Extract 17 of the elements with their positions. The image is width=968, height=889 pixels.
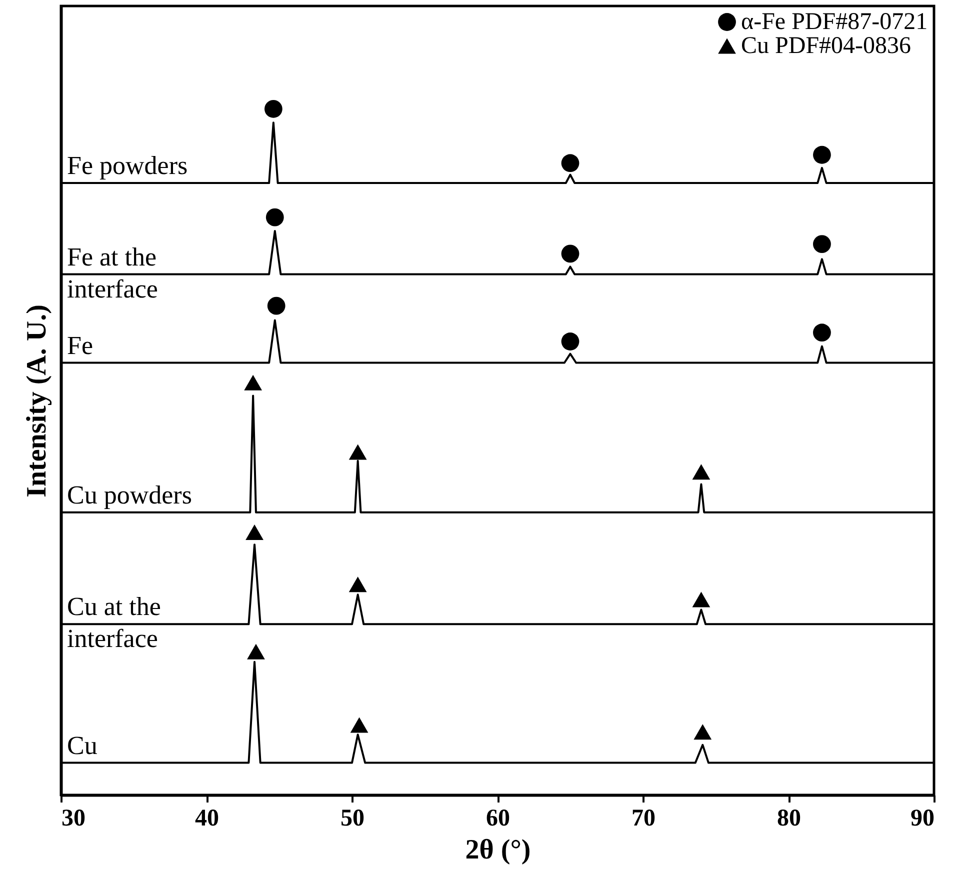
series-label: Fe powders [67, 151, 188, 180]
x-tick-label: 90 [910, 806, 934, 832]
x-tick-label: 40 [195, 806, 219, 832]
x-axis-title: 2θ (°) [465, 834, 531, 866]
series-label: Fe at the interface [67, 242, 158, 304]
legend-label: Cu PDF#04-0836 [741, 33, 912, 59]
series-label: Cu at the interface [67, 592, 161, 654]
x-tick-label: 70 [632, 806, 656, 832]
series-label: Cu [67, 730, 98, 760]
x-tick-label: 50 [340, 806, 364, 832]
x-tick-label: 60 [486, 806, 510, 832]
x-tick-label: 30 [62, 806, 86, 832]
series-label: Cu powders [67, 480, 192, 510]
y-axis-title: Intensity (A. U.) [22, 304, 52, 498]
x-tick-label: 80 [777, 806, 801, 832]
legend-label: α-Fe PDF#87-0721 [741, 9, 928, 35]
series-label: Fe [67, 330, 93, 360]
